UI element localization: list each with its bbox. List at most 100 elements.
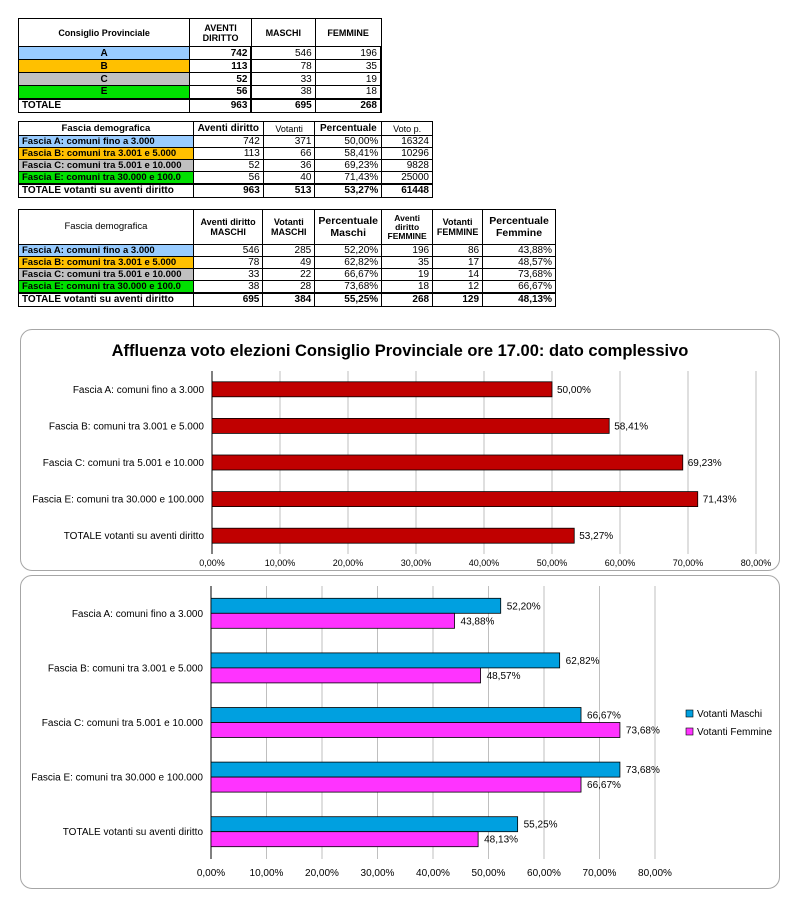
- chart2-xtick-label: 80,00%: [638, 868, 672, 879]
- chart2-xtick-label: 0,00%: [197, 868, 225, 879]
- chart2-xtick-label: 50,00%: [472, 868, 506, 879]
- t1-total-femmine: 268: [314, 97, 382, 113]
- t2-header-percentuale: Percentuale: [314, 121, 383, 136]
- t3-cell-vm: 28: [262, 280, 316, 294]
- chart1-xtick-label: 20,00%: [333, 558, 364, 568]
- t1-cell-femmine: 196: [314, 46, 382, 60]
- chart1-data-label: 69,23%: [688, 458, 722, 469]
- chart1-xtick-label: 70,00%: [673, 558, 704, 568]
- chart1-bar-totale-votanti-su-aventi-diritto: [211, 527, 575, 544]
- t1-total-row: TOTALE 963 695 268: [17, 97, 382, 113]
- t1-row: C 52 33 19: [17, 72, 382, 86]
- t1-cell-femmine: 18: [314, 85, 382, 99]
- chart1-bar-fascia-a-comuni-fino-a-3-000: [211, 381, 553, 398]
- t2-cell-votanti: 40: [262, 171, 316, 185]
- t3-total-pm: 55,25%: [314, 292, 383, 307]
- chart2-category-label: Fascia E: comuni tra 30.000 e 100.000: [31, 773, 203, 784]
- table-fascia-genere: Fascia demografica Aventi diritto MASCHI…: [18, 209, 556, 307]
- chart1-category-label: Fascia C: comuni tra 5.001 e 10.000: [43, 458, 205, 469]
- t2-cell-votanti: 66: [262, 147, 316, 160]
- t3-cell-am: 38: [192, 280, 264, 294]
- chart1-xtick-label: 40,00%: [469, 558, 500, 568]
- chart1-xtick-label: 30,00%: [401, 558, 432, 568]
- chart2-data-label: 73,68%: [626, 726, 660, 737]
- t3-header-votanti-femmine: Votanti FEMMINE: [432, 209, 484, 245]
- t1-cell-maschi: 546: [250, 46, 316, 60]
- chart2-data-label: 66,67%: [587, 711, 621, 722]
- t3-total-label: TOTALE votanti su aventi diritto: [18, 292, 194, 307]
- chart2-data-label: 73,68%: [626, 765, 660, 776]
- t1-row: A 742 546 196: [17, 46, 382, 60]
- chart2-bar-votanti-femmine-totale-votanti-su-aventi-diritto: [210, 831, 479, 848]
- t2-cell-votanti: 36: [262, 159, 316, 172]
- chart1-xtick-label: 80,00%: [741, 558, 772, 568]
- t2-cell-perc: 71,43%: [314, 171, 383, 185]
- chart2-xtick-label: 20,00%: [305, 868, 339, 879]
- t2-header-aventi: Aventi diritto: [192, 121, 264, 136]
- chart1-bar-fascia-b-comuni-tra-3-001-e-5-000: [211, 418, 610, 434]
- chart1-category-label: Fascia A: comuni fino a 3.000: [73, 385, 205, 396]
- t1-header-femmine: FEMMINE: [314, 18, 382, 47]
- t1-header-maschi: MASCHI: [250, 18, 316, 47]
- t2-total-votanti: 513: [262, 183, 316, 198]
- t1-cell-label: E: [17, 85, 191, 99]
- chart2-bar-votanti-maschi-fascia-e-comuni-tra-30-000-e-100-000: [210, 761, 621, 778]
- t2-total-perc: 53,27%: [314, 183, 383, 198]
- t1-cell-maschi: 38: [250, 85, 316, 99]
- t3-cell-am: 78: [192, 256, 264, 269]
- t3-header-aventi-maschi: Aventi diritto MASCHI: [192, 209, 264, 245]
- table-fascia-demografica: Fascia demografica Aventi diritto Votant…: [18, 121, 433, 198]
- t3-total-vm: 384: [262, 292, 316, 307]
- t2-cell-votanti: 371: [262, 135, 316, 148]
- chart2-bar-votanti-femmine-fascia-a-comuni-fino-a-3-000: [210, 612, 455, 629]
- t3-row: Fascia E: comuni tra 30.000 e 100.0 38 28 7…: [18, 280, 556, 294]
- t3-cell-label: Fascia C: comuni tra 5.001 e 10.000: [18, 268, 194, 281]
- t3-row: Fascia C: comuni tra 5.001 e 10.000 33 22 6…: [18, 268, 556, 281]
- t3-header-aventi-femmine: Aventi diritto FEMMINE: [381, 209, 434, 245]
- chart2-xtick-label: 40,00%: [416, 868, 450, 879]
- chart2-bar-votanti-femmine-fascia-e-comuni-tra-30-000-e-100-000: [210, 776, 582, 793]
- t1-cell-maschi: 33: [250, 72, 316, 86]
- t3-cell-label: Fascia E: comuni tra 30.000 e 100.0: [18, 280, 194, 294]
- t3-cell-pf: 66,67%: [482, 280, 556, 294]
- t2-total-aventi: 963: [192, 183, 264, 198]
- t2-header-fascia: Fascia demografica: [18, 121, 194, 136]
- t3-cell-pm: 73,68%: [314, 280, 383, 294]
- t2-cell-voto: 9828: [381, 159, 433, 172]
- chart1-bar-fascia-e-comuni-tra-30-000-e-100-000: [211, 491, 699, 508]
- t2-cell-voto: 10296: [381, 147, 433, 160]
- t3-cell-af: 35: [381, 256, 434, 269]
- t2-cell-perc: 58,41%: [314, 147, 383, 160]
- t3-header-perc-femmine: Percentuale Femmine: [482, 209, 556, 245]
- t2-row: Fascia C: comuni tra 5.001 e 10.000 52 36 6…: [18, 159, 433, 172]
- t1-header-aventi: AVENTI DIRITTO: [189, 18, 252, 47]
- t3-cell-vf: 17: [432, 256, 484, 269]
- t2-row: Fascia B: comuni tra 3.001 e 5.000 113 66 5…: [18, 147, 433, 160]
- chart2-data-label: 52,20%: [507, 601, 541, 612]
- t2-cell-aventi: 742: [192, 135, 264, 148]
- t3-cell-af: 18: [381, 280, 434, 294]
- t2-row: Fascia A: comuni fino a 3.000 742 371 50,00…: [18, 135, 433, 148]
- t1-cell-aventi: 113: [189, 59, 253, 73]
- t3-cell-vm: 22: [262, 268, 316, 281]
- chart2-data-label: 48,57%: [487, 671, 521, 682]
- t2-cell-voto: 16324: [381, 135, 433, 148]
- t1-header-consiglio: Consiglio Provinciale: [17, 18, 191, 47]
- chart2-data-label: 66,67%: [587, 780, 621, 791]
- chart2-legend-label: Votanti Femmine: [697, 727, 772, 738]
- t1-total-maschi: 695: [250, 97, 316, 113]
- t3-cell-am: 33: [192, 268, 264, 281]
- table-consiglio-provinciale: Consiglio Provinciale AVENTI DIRITTO MAS…: [17, 18, 382, 113]
- chart2-legend-label: Votanti Maschi: [697, 709, 762, 720]
- t2-row: Fascia E: comuni tra 30.000 e 100.0 56 40 7…: [18, 171, 433, 185]
- chart2-bar-votanti-femmine-fascia-c-comuni-tra-5-001-e-10-000: [210, 722, 621, 738]
- t1-cell-label: A: [17, 46, 191, 60]
- chart1-data-label: 53,27%: [579, 531, 613, 542]
- chart2-bar-votanti-maschi-totale-votanti-su-aventi-diritto: [210, 816, 519, 833]
- chart2-xtick-label: 60,00%: [527, 868, 561, 879]
- chart2-data-label: 48,13%: [484, 835, 518, 846]
- chart2-xtick-label: 10,00%: [250, 868, 284, 879]
- chart2-xtick-label: 70,00%: [583, 868, 617, 879]
- t2-cell-label: Fascia C: comuni tra 5.001 e 10.000: [18, 159, 194, 172]
- chart1-title: Affluenza voto elezioni Consiglio Provin…: [112, 342, 689, 360]
